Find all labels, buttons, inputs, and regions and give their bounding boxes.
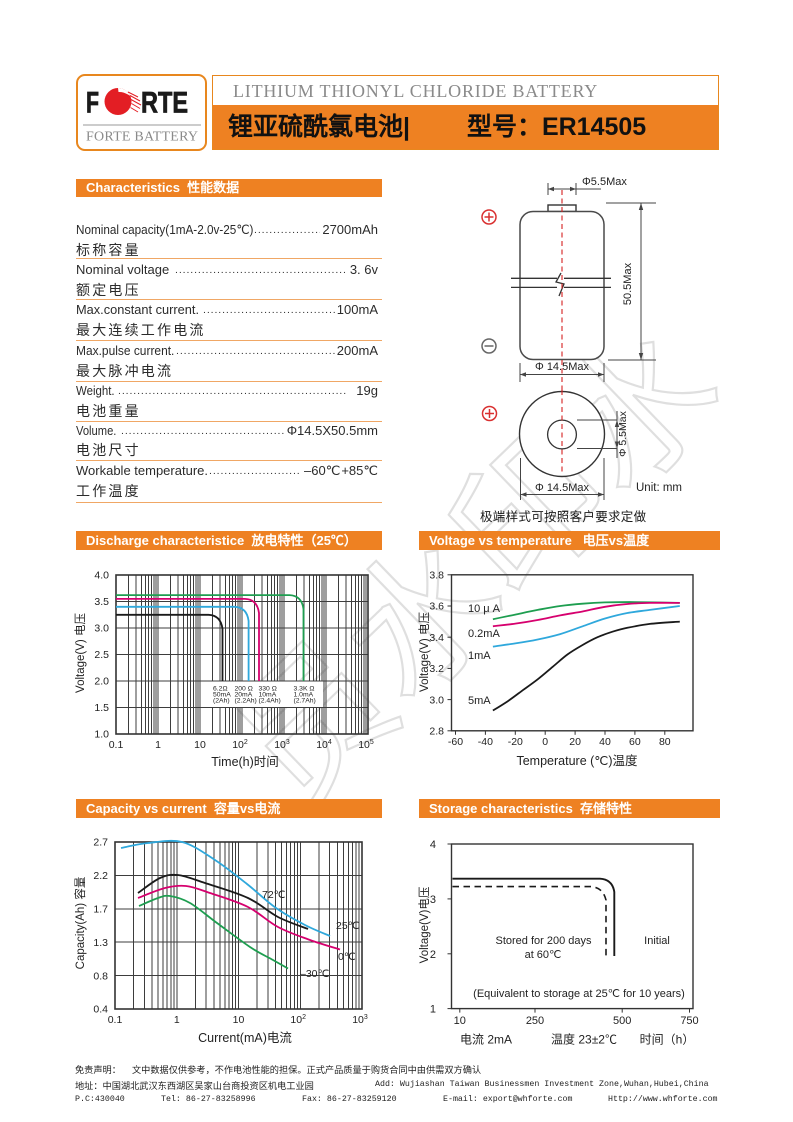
svg-text:6.2Ω: 6.2Ω xyxy=(213,686,228,693)
svg-text:4: 4 xyxy=(430,839,436,851)
svg-text:1.7: 1.7 xyxy=(93,904,108,916)
svg-text:10: 10 xyxy=(454,1015,466,1027)
svg-text:(Equivalent to storage at 25℃: (Equivalent to storage at 25℃ for 10 yea… xyxy=(473,988,685,1000)
svg-text:Voltage(V) 电压: Voltage(V) 电压 xyxy=(74,613,87,693)
svg-text:1mA: 1mA xyxy=(468,650,491,662)
svg-text:80: 80 xyxy=(659,736,671,748)
svg-text:Time(h)时间: Time(h)时间 xyxy=(211,755,279,769)
svg-text:2.5: 2.5 xyxy=(94,649,109,661)
svg-text:104: 104 xyxy=(316,739,332,751)
svg-text:200 Ω: 200 Ω xyxy=(235,686,253,693)
svg-text:Voltage(V) 电压: Voltage(V) 电压 xyxy=(418,612,431,692)
svg-text:(2.7Ah): (2.7Ah) xyxy=(294,698,316,705)
svg-text:-40: -40 xyxy=(478,736,493,748)
svg-text:(2Ah): (2Ah) xyxy=(213,698,230,705)
svg-text:250: 250 xyxy=(526,1015,544,1027)
svg-text:0.4: 0.4 xyxy=(93,1004,108,1016)
svg-text:5mA: 5mA xyxy=(468,695,491,707)
svg-text:0: 0 xyxy=(542,736,548,748)
svg-text:1.0: 1.0 xyxy=(94,729,109,741)
svg-text:3.4: 3.4 xyxy=(429,632,444,644)
svg-text:50mA: 50mA xyxy=(213,692,231,699)
svg-text:Voltage(V)电压: Voltage(V)电压 xyxy=(418,887,431,964)
svg-text:Φ 14.5Max: Φ 14.5Max xyxy=(535,482,590,494)
svg-text:Φ 5.5Max: Φ 5.5Max xyxy=(617,410,629,456)
svg-text:3: 3 xyxy=(430,894,436,906)
svg-text:60: 60 xyxy=(629,736,641,748)
svg-text:72℃: 72℃ xyxy=(262,889,286,901)
svg-text:-60: -60 xyxy=(448,736,463,748)
svg-text:50.5Max: 50.5Max xyxy=(622,262,634,305)
svg-text:2.7: 2.7 xyxy=(93,837,108,849)
svg-text:330 Ω: 330 Ω xyxy=(259,686,277,693)
svg-text:1: 1 xyxy=(155,739,161,751)
svg-text:105: 105 xyxy=(358,739,374,751)
svg-text:Φ5.5Max: Φ5.5Max xyxy=(582,176,627,188)
svg-text:(2.4Ah): (2.4Ah) xyxy=(259,698,281,705)
svg-text:3.8: 3.8 xyxy=(429,570,444,582)
svg-text:at 60℃: at 60℃ xyxy=(525,949,562,961)
svg-text:RTE: RTE xyxy=(141,87,188,120)
svg-text:103: 103 xyxy=(352,1014,368,1026)
svg-text:Capacity(Ah) 容量: Capacity(Ah) 容量 xyxy=(73,877,87,970)
svg-text:0.1: 0.1 xyxy=(108,1014,123,1026)
svg-text:(2.2Ah): (2.2Ah) xyxy=(235,698,257,705)
svg-text:0.2mA: 0.2mA xyxy=(468,628,500,640)
svg-text:3.0: 3.0 xyxy=(94,623,109,635)
svg-text:3.0: 3.0 xyxy=(429,694,444,706)
svg-text:0.8: 0.8 xyxy=(93,970,108,982)
svg-text:3.5: 3.5 xyxy=(94,596,109,608)
svg-text:1.0mA: 1.0mA xyxy=(294,692,314,699)
svg-text:Stored for 200 days: Stored for 200 days xyxy=(495,935,592,947)
svg-text:Initial: Initial xyxy=(644,935,670,947)
svg-text:1.3: 1.3 xyxy=(93,937,108,949)
svg-text:25℃: 25℃ xyxy=(336,920,360,932)
svg-text:103: 103 xyxy=(274,739,290,751)
svg-text:3.3K Ω: 3.3K Ω xyxy=(294,686,315,693)
svg-text:–30℃: –30℃ xyxy=(300,968,330,980)
svg-text:1.5: 1.5 xyxy=(94,702,109,714)
svg-text:2.8: 2.8 xyxy=(429,726,444,738)
svg-text:2: 2 xyxy=(430,949,436,961)
svg-text:1: 1 xyxy=(430,1004,436,1016)
svg-text:0.1: 0.1 xyxy=(109,739,124,751)
svg-text:10: 10 xyxy=(194,739,206,751)
svg-text:3.2: 3.2 xyxy=(429,663,444,675)
svg-text:F: F xyxy=(86,87,99,120)
svg-text:Φ 14.5Max: Φ 14.5Max xyxy=(535,361,590,373)
svg-text:1: 1 xyxy=(174,1014,180,1026)
svg-text:500: 500 xyxy=(613,1015,631,1027)
svg-text:Current(mA)电流: Current(mA)电流 xyxy=(198,1031,292,1045)
svg-text:20: 20 xyxy=(569,736,581,748)
svg-text:10mA: 10mA xyxy=(259,692,277,699)
svg-text:2.2: 2.2 xyxy=(93,870,108,882)
svg-text:40: 40 xyxy=(599,736,611,748)
svg-text:电流 2mA: 电流 2mA xyxy=(460,1033,512,1047)
svg-text:0℃: 0℃ xyxy=(338,951,356,963)
svg-text:102: 102 xyxy=(290,1014,306,1026)
svg-text:Temperature (℃)温度: Temperature (℃)温度 xyxy=(516,753,638,768)
svg-text:-20: -20 xyxy=(508,736,523,748)
svg-text:750: 750 xyxy=(680,1015,698,1027)
svg-text:20mA: 20mA xyxy=(235,692,253,699)
svg-text:3.6: 3.6 xyxy=(429,601,444,613)
svg-text:时间（h）: 时间（h） xyxy=(640,1033,695,1047)
svg-text:Unit: mm: Unit: mm xyxy=(636,482,682,494)
svg-text:FORTE BATTERY: FORTE BATTERY xyxy=(86,130,198,145)
svg-text:102: 102 xyxy=(232,739,248,751)
svg-text:2.0: 2.0 xyxy=(94,676,109,688)
svg-text:10 μ A: 10 μ A xyxy=(468,603,501,615)
svg-text:4.0: 4.0 xyxy=(94,570,109,582)
svg-text:10: 10 xyxy=(233,1014,245,1026)
svg-text:温度 23±2℃: 温度 23±2℃ xyxy=(551,1032,617,1047)
